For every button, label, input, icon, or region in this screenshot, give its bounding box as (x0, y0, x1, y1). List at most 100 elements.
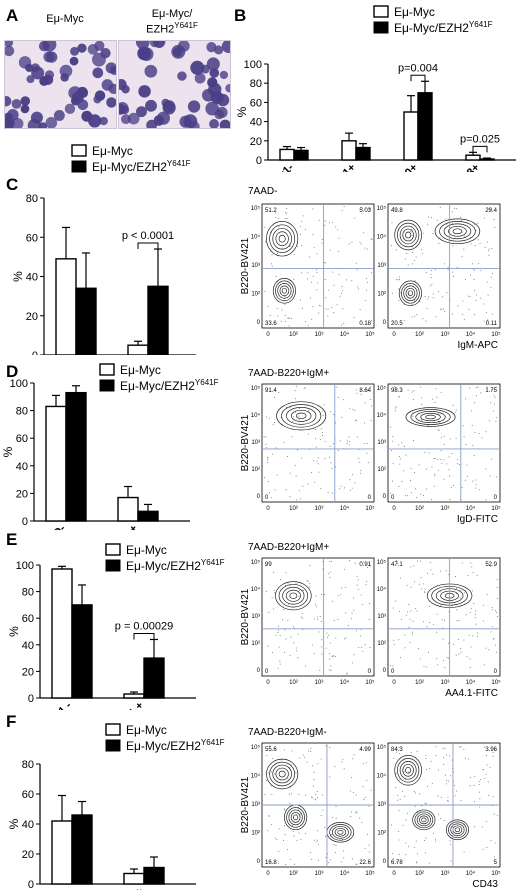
y-tick-label: 100 (244, 59, 262, 71)
y-tick-label: 10² (377, 641, 386, 647)
event-dot (449, 840, 451, 842)
event-dot (368, 805, 370, 807)
event-dot (311, 644, 313, 646)
event-dot (354, 217, 356, 219)
y-tick-label: 80 (26, 193, 38, 205)
event-dot (355, 794, 357, 796)
event-dot (478, 263, 480, 265)
event-dot (416, 560, 418, 562)
event-dot (486, 754, 488, 756)
event-dot (473, 314, 475, 316)
event-dot (461, 256, 463, 258)
bar (147, 285, 169, 355)
y-tick-label: 40 (16, 461, 28, 473)
y-tick-label: 10² (377, 831, 386, 837)
event-dot (470, 607, 472, 609)
event-dot (271, 497, 273, 499)
event-dot (488, 248, 490, 250)
event-dot (468, 309, 470, 311)
event-dot (416, 314, 418, 316)
event-dot (331, 492, 333, 494)
event-dot (277, 252, 279, 254)
event-dot (424, 840, 426, 842)
event-dot (338, 251, 340, 253)
event-dot (316, 790, 318, 792)
y-tick-label: 10³ (251, 263, 260, 269)
x-tick-label: 10⁴ (466, 331, 476, 338)
cell (214, 109, 224, 120)
event-dot (425, 755, 427, 757)
y-tick-label: 60 (16, 433, 28, 445)
event-dot (475, 483, 477, 485)
event-dot (439, 817, 441, 819)
event-dot (413, 791, 415, 793)
event-dot (321, 410, 323, 412)
event-dot (399, 657, 401, 659)
event-dot (436, 613, 438, 615)
event-dot (279, 635, 281, 637)
event-dot (365, 762, 367, 764)
contour-line (275, 280, 294, 302)
event-dot (484, 246, 486, 248)
event-dot (308, 410, 310, 412)
event-dot (289, 472, 291, 474)
event-dot (366, 452, 368, 454)
event-dot (329, 669, 331, 671)
y-tick-label: 0 (32, 350, 38, 355)
event-dot (431, 284, 433, 286)
cell (216, 93, 230, 107)
event-dot (335, 422, 337, 424)
cell (92, 67, 104, 79)
event-dot (356, 419, 358, 421)
event-dot (271, 597, 273, 599)
event-dot (451, 211, 453, 213)
contour-line (266, 221, 299, 257)
event-dot (345, 612, 347, 614)
contour-line (286, 807, 305, 828)
event-dot (480, 270, 482, 272)
event-dot (267, 456, 269, 458)
event-dot (301, 245, 303, 247)
event-dot (315, 595, 317, 597)
y-tick-label: 40 (22, 819, 34, 831)
event-dot (285, 217, 287, 219)
event-dot (332, 271, 334, 273)
event-dot (463, 235, 465, 237)
x-tick-label: 10³ (441, 680, 450, 686)
event-dot (432, 293, 434, 295)
contour-line (397, 222, 420, 248)
event-dot (333, 284, 335, 286)
event-dot (392, 665, 394, 667)
event-dot (459, 746, 461, 748)
flow-plots-d: 91.4 8.640 00 10² 10³ 10⁴ 10⁵10⁵10⁴10³10²098.3… (240, 383, 501, 525)
event-dot (403, 771, 405, 773)
event-dot (461, 487, 463, 489)
event-dot (302, 215, 304, 217)
event-dot (411, 631, 413, 633)
x-tick-label: 10³ (441, 871, 450, 877)
bar (127, 344, 149, 355)
event-dot (348, 243, 350, 245)
event-dot (424, 588, 426, 590)
event-dot (422, 621, 424, 623)
event-dot (352, 758, 354, 760)
legend-filled-superscript: Y641F (195, 378, 219, 387)
event-dot (398, 853, 400, 855)
event-dot (302, 629, 304, 631)
event-dot (312, 208, 314, 210)
bar (417, 92, 433, 161)
event-dot (263, 477, 265, 479)
event-dot (300, 616, 302, 618)
cell (136, 106, 147, 118)
event-dot (273, 421, 275, 423)
event-dot (440, 458, 442, 460)
event-dot (275, 216, 277, 218)
event-dot (366, 248, 368, 250)
event-dot (276, 839, 278, 841)
event-dot (287, 583, 289, 585)
event-dot (352, 408, 354, 410)
event-dot (331, 834, 333, 836)
event-dot (308, 433, 310, 435)
event-dot (337, 618, 339, 620)
